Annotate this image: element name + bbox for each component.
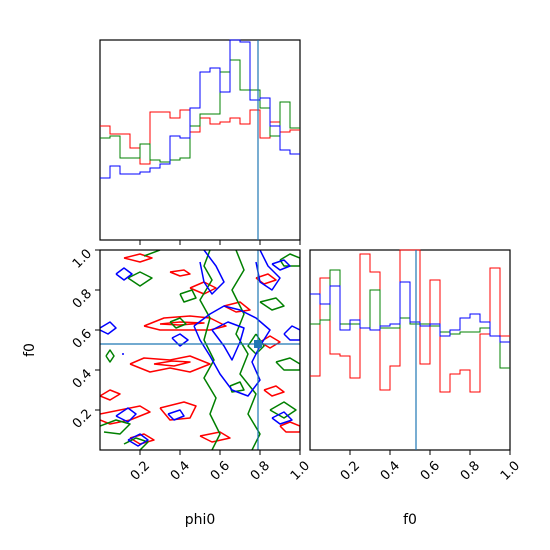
contour-frame [99,249,301,451]
phi0-tick-label: 0.2 [128,458,153,483]
contour-green-3 [259,297,285,311]
contour-green-8 [143,250,161,257]
contour-blue-6 [127,433,149,447]
contour-red-13 [259,335,281,349]
f0-y-tick-label: 0.8 [70,286,95,311]
contour-green-7 [179,289,197,303]
contour-blue-3 [255,250,281,291]
phi0-f0-contour-panel: 0.2 0.4 0.6 0.8 1.0 0.2 0.4 0.6 0.8 1.0 [70,246,313,483]
contour-blue-5 [115,407,137,423]
contour-green-12 [169,317,187,329]
x-axis-label-phi0: phi0 [185,512,216,528]
contour-green-0 [199,250,221,450]
contour-red-4 [100,405,151,425]
contour-red-8 [189,281,217,295]
contour-blue-4 [100,321,117,335]
contour-red-6 [169,269,191,277]
y-axis-label-f0: f0 [22,343,38,357]
contour-blue-7 [167,409,185,421]
f0-tick-label: 0.4 [378,458,403,483]
contour-lines [100,250,300,450]
f0-y-tick-label: 0.4 [70,366,95,391]
contour-red-2 [129,355,211,373]
contour-red-7 [123,253,153,263]
contour-green-1 [231,250,261,450]
contour-green-6 [127,271,153,287]
f0-tick-label: 0.2 [338,458,363,483]
contour-red-11 [129,433,155,445]
truth-marker [254,340,262,348]
contour-red-9 [100,389,121,401]
contour-red-12 [199,431,231,443]
contour-red-16 [279,421,300,433]
contour-blue-1 [211,321,245,361]
f0-tick-label: 0.8 [458,458,483,483]
phi0-tick-label: 0.4 [168,458,193,483]
f0-tick-label: 1.0 [498,458,523,483]
f0-y-tick-label: 0.2 [70,406,95,431]
contour-blue-13 [171,333,189,347]
f0-tick-label: 0.6 [418,458,443,483]
phi0-tick-label: 0.8 [248,458,273,483]
x-axis-label-f0: f0 [403,512,417,528]
contour-green-14 [279,253,300,267]
contour-green-10 [275,357,300,371]
f0-y-tick-label: 0.6 [70,326,95,351]
phi0-hist-series-blue [100,39,300,179]
f0-histogram-panel: 0.2 0.4 0.6 0.8 1.0 [309,249,523,484]
contour-blue-0 [193,305,271,397]
contour-red-3 [153,360,191,367]
f0-hist-series-blue [310,281,510,343]
contour-blue-2 [199,250,225,295]
contour-green-11 [105,349,115,363]
contour-blue-12 [283,325,300,341]
phi0-tick-label: 0.6 [208,458,233,483]
f0-hist-series-red [310,249,510,393]
contour-green-4 [100,419,131,435]
contour-green-9 [269,401,297,419]
contour-red-0 [143,315,227,331]
contour-blue-10 [115,267,133,281]
f0-y-tick-label: 1.0 [70,246,95,271]
contour-blue-8 [271,411,293,425]
phi0-tick-label: 1.0 [288,458,313,483]
phi0-histogram-panel [99,39,301,245]
contour-red-10 [223,301,251,313]
contour-red-5 [159,401,197,421]
contour-red-14 [263,385,285,397]
contour-blue-9 [271,259,291,271]
